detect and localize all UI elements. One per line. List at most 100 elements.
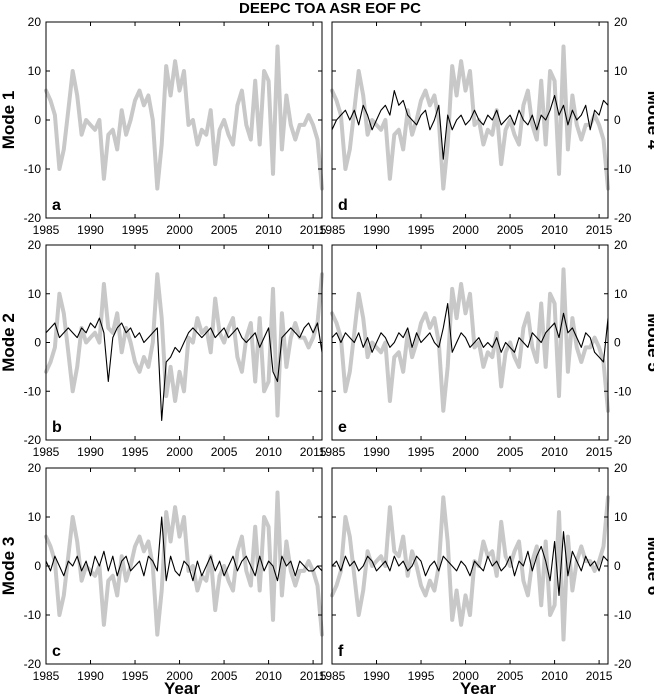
mode-label: Mode 5	[644, 313, 654, 372]
x-tick-label: 1995	[122, 445, 149, 459]
y-tick-label: 20	[614, 461, 628, 475]
x-tick-label: 2000	[166, 669, 193, 683]
x-tick-label: 1995	[408, 669, 435, 683]
x-tick-label: 2005	[211, 669, 238, 683]
x-tick-label: 1995	[122, 669, 149, 683]
x-tick-label: 2000	[452, 669, 479, 683]
y-tick-label: 20	[614, 15, 628, 29]
x-tick-label: 2010	[541, 669, 568, 683]
y-tick-label: -20	[24, 211, 42, 225]
x-tick-label: 2005	[497, 445, 524, 459]
series-line-reference-e	[330, 267, 610, 413]
series-line-pc-f	[331, 531, 609, 596]
panel-a: 1985 1990 1995 2000 2005 2010 2015 -20 -10 0 10 20 a…	[0, 15, 327, 237]
x-tick-label: 1990	[363, 445, 390, 459]
series-line-reference-c	[44, 490, 324, 637]
y-tick-label: -20	[614, 657, 632, 671]
mode-label: Mode 3	[0, 537, 18, 596]
y-tick-label: 10	[28, 510, 42, 524]
x-tick-label: 2000	[166, 445, 193, 459]
series-line-pc-d	[331, 90, 609, 160]
x-tick-label: 1990	[363, 669, 390, 683]
x-tick-label: 2010	[255, 445, 282, 459]
x-tick-label: 1995	[408, 223, 435, 237]
y-tick-label: -20	[614, 211, 632, 225]
y-tick-label: -20	[24, 433, 42, 447]
series-line-pc-c	[45, 516, 323, 582]
y-tick-label: 0	[614, 113, 621, 127]
panel-b: 1985 1990 1995 2000 2005 2010 2015 -20 -10 0 10 20 b…	[0, 238, 327, 459]
panels: 1985 1990 1995 2000 2005 2010 2015-20-1001020a…	[0, 15, 654, 683]
y-tick-label: -10	[24, 608, 42, 622]
y-tick-label: -20	[24, 657, 42, 671]
y-tick-label: -10	[24, 162, 42, 176]
y-tick-label: 0	[614, 336, 621, 350]
x-axis-label-right: Year	[460, 679, 496, 698]
y-tick-label: -10	[614, 608, 632, 622]
panel-letter: d	[338, 197, 348, 214]
series-line-reference-a	[44, 44, 324, 191]
x-tick-label: 2015	[586, 445, 613, 459]
x-tick-label: 1990	[77, 669, 104, 683]
y-tick-label: 0	[34, 559, 41, 573]
series-line-pc-b	[45, 317, 323, 422]
x-tick-label: 1985	[33, 223, 60, 237]
y-tick-label: 10	[614, 287, 628, 301]
x-tick-label: 2015	[300, 669, 327, 683]
panel-c: 1985 1990 1995 2000 2005 2010 2015 -20 -10 0 10 20 c…	[0, 461, 327, 683]
x-tick-label: 2015	[586, 669, 613, 683]
x-tick-label: 2005	[211, 445, 238, 459]
x-tick-label: 2000	[166, 223, 193, 237]
figure-title: DEEPC TOA ASR EOF PC	[239, 0, 421, 17]
series-line-reference-d	[330, 44, 610, 191]
y-tick-label: -10	[614, 162, 632, 176]
x-tick-label: 1995	[408, 445, 435, 459]
mode-label: Mode 2	[0, 313, 18, 372]
mode-label: Mode 4	[644, 91, 654, 150]
y-tick-label: 10	[28, 64, 42, 78]
y-tick-label: 20	[28, 238, 42, 252]
y-tick-label: 20	[614, 238, 628, 252]
y-tick-label: 0	[614, 559, 621, 573]
panel-e: 1985 1990 1995 2000 2005 2010 2015-20 -10 0 10 20 e…	[319, 238, 654, 459]
x-tick-label: 2015	[586, 223, 613, 237]
panel-letter: c	[52, 643, 61, 660]
x-tick-label: 2000	[452, 445, 479, 459]
x-tick-label: 1985	[33, 669, 60, 683]
x-tick-label: 2010	[541, 445, 568, 459]
x-tick-label: 1985	[319, 445, 346, 459]
x-tick-label: 1995	[122, 223, 149, 237]
mode-label: Mode 1	[0, 91, 18, 150]
x-tick-label: 2000	[452, 223, 479, 237]
panel-letter: f	[338, 643, 344, 660]
x-tick-label: 1985	[33, 445, 60, 459]
x-tick-label: 1990	[363, 223, 390, 237]
series-line-pc-e	[331, 302, 609, 363]
x-tick-label: 1985	[319, 669, 346, 683]
y-tick-label: 10	[614, 64, 628, 78]
panel-d: 1985 1990 1995 2000 2005 2010 2015-20 -10 0 10 20 d…	[319, 15, 654, 237]
x-tick-label: 2005	[497, 223, 524, 237]
y-tick-label: -10	[24, 384, 42, 398]
x-axis-label-left: Year	[164, 679, 200, 698]
panel-letter: a	[52, 197, 61, 214]
x-tick-label: 2005	[211, 223, 238, 237]
series-line-reference-b	[44, 272, 324, 418]
panel-letter: b	[52, 419, 62, 436]
y-tick-label: 20	[28, 15, 42, 29]
panel-letter: e	[338, 419, 347, 436]
y-tick-label: 10	[614, 510, 628, 524]
y-tick-label: -10	[614, 384, 632, 398]
x-tick-label: 2005	[497, 669, 524, 683]
x-tick-label: 1990	[77, 445, 104, 459]
y-tick-label: -20	[614, 433, 632, 447]
y-tick-label: 20	[28, 461, 42, 475]
y-tick-label: 0	[34, 336, 41, 350]
x-tick-label: 2010	[541, 223, 568, 237]
x-tick-label: 2015	[300, 223, 327, 237]
x-tick-label: 2010	[255, 223, 282, 237]
panel-f: 1985 1990 1995 2000 2005 2010 2015-20 -10 0 10 20 f…	[319, 461, 654, 683]
x-tick-label: 1990	[77, 223, 104, 237]
y-tick-label: 0	[34, 113, 41, 127]
